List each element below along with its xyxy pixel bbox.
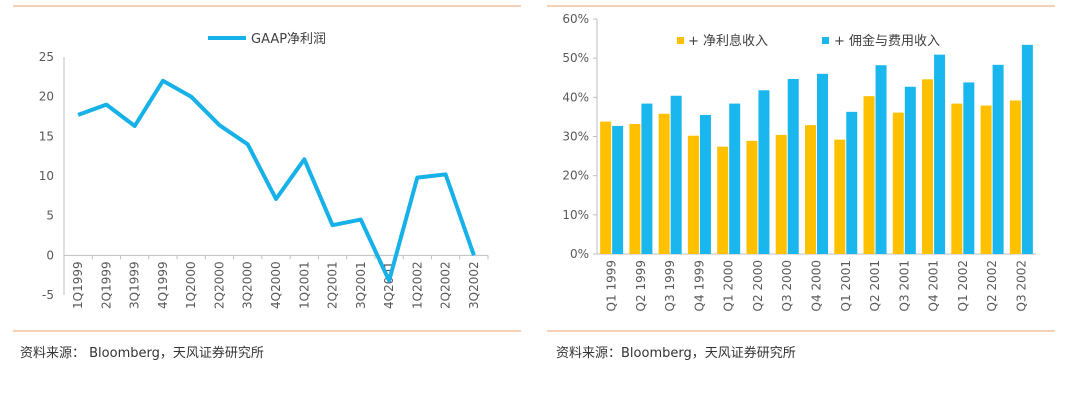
right-x-tick-label: Q1 2002	[956, 260, 970, 311]
right-x-tick-label: Q3 2002	[1014, 260, 1028, 311]
right-x-tick-label: Q2 2000	[751, 260, 765, 311]
right-bar-net-interest	[717, 146, 729, 254]
right-x-tick-label: Q2 1999	[634, 260, 648, 311]
right-bar-net-interest	[922, 79, 934, 254]
right-x-tick-label: Q3 2000	[780, 260, 794, 311]
left-x-tick-label: 3Q2000	[241, 261, 255, 309]
right-x-tick-label: Q4 2000	[810, 260, 824, 311]
right-x-tick-label: Q4 2001	[927, 260, 941, 311]
left-y-tick-label: 0	[46, 248, 54, 262]
right-bar-net-interest	[805, 125, 816, 255]
right-x-tick-label: Q1 2000	[722, 260, 736, 311]
left-y-tick-label: 10	[39, 169, 54, 183]
right-y-tick-label: 0%	[570, 247, 589, 261]
right-y-tick-label: 30%	[562, 130, 589, 144]
right-source-note: 资料来源：Bloomberg，天风证券研究所	[556, 346, 796, 361]
left-x-tick-label: 1Q1999	[71, 261, 85, 309]
right-bar-net-interest	[863, 96, 875, 255]
left-x-tick-label: 2Q1999	[99, 261, 113, 309]
right-bar-net-interest	[1009, 100, 1021, 254]
right-legend-label-fee: + 佣金与费用收入	[834, 33, 940, 49]
right-bar-fee	[699, 114, 711, 254]
right-bar-net-interest	[658, 113, 670, 255]
left-x-tick-label: 2Q2001	[326, 261, 340, 309]
right-bar-fee	[729, 103, 741, 254]
right-x-tick-label: Q3 1999	[663, 260, 677, 311]
right-bar-net-interest	[746, 140, 758, 254]
left-x-tick-label: 4Q1999	[156, 261, 170, 309]
right-y-tick-label: 40%	[562, 90, 589, 104]
right-bar-fee	[875, 65, 887, 254]
right-y-tick-label: 10%	[562, 208, 589, 222]
right-legend-swatch-fee	[822, 37, 829, 44]
right-x-tick-label: Q4 1999	[692, 260, 706, 311]
left-x-tick-label: 3Q2001	[354, 261, 368, 309]
right-bar-fee	[670, 95, 682, 255]
right-legend-swatch-net-interest	[677, 37, 684, 44]
left-line-chart: -5 0 5 10 15 20 25 1Q1999 2Q1999 3Q1999 4Q1999 1Q20…	[39, 32, 489, 309]
right-bar-fee	[612, 125, 624, 254]
left-x-tick-label: 3Q1999	[128, 261, 142, 309]
left-y-tick-label: -5	[42, 288, 54, 302]
right-x-tick-label: Q2 2001	[868, 260, 882, 311]
right-bar-chart: 0% 10% 20% 30% 40% 50% 60% Q1 1999 Q2 1999 Q3 199…	[562, 12, 1036, 311]
right-bar-fee	[758, 90, 770, 255]
right-bar-fee	[963, 82, 975, 254]
left-y-tick-label: 25	[39, 50, 54, 64]
right-bar-net-interest	[892, 112, 904, 254]
right-bar-fee	[846, 111, 858, 254]
left-y-tick-label: 15	[39, 129, 54, 143]
right-bar-fee	[904, 86, 916, 254]
left-x-tick-label: 1Q2000	[184, 261, 198, 309]
right-bar-net-interest	[600, 121, 612, 254]
right-bar-fee	[817, 73, 828, 254]
right-bar-net-interest	[629, 123, 641, 254]
right-legend-label-net-interest: + 净利息收入	[688, 33, 768, 49]
right-x-tick-label: Q1 2001	[839, 260, 853, 311]
right-bar-fee	[641, 103, 653, 254]
right-bar-fee	[1021, 44, 1033, 254]
left-y-tick-label: 20	[39, 90, 54, 104]
right-bar-net-interest	[980, 105, 992, 254]
right-x-tick-label: Q3 2001	[897, 260, 911, 311]
left-source-note: 资料来源： Bloomberg，天风证券研究所	[20, 346, 264, 361]
left-x-tick-label: 4Q2000	[269, 261, 283, 309]
left-x-tick-label: 1Q2001	[297, 261, 311, 309]
left-legend-label: GAAP净利润	[251, 32, 326, 47]
right-x-tick-label: Q2 2002	[985, 260, 999, 311]
right-bar-net-interest	[834, 139, 846, 254]
left-x-tick-label: 3Q2002	[467, 261, 481, 309]
right-y-tick-label: 20%	[562, 169, 589, 183]
left-x-tick-label: 2Q2002	[439, 261, 453, 309]
right-bar-net-interest	[687, 135, 699, 254]
right-bar-net-interest	[775, 134, 787, 254]
right-y-tick-label: 50%	[562, 51, 589, 65]
right-y-tick-label: 60%	[562, 12, 589, 26]
right-bar-fee	[992, 64, 1004, 254]
left-y-tick-label: 5	[46, 209, 54, 223]
right-x-tick-label: Q1 1999	[605, 260, 619, 311]
right-bar-fee	[934, 54, 946, 255]
right-bar-net-interest	[951, 103, 963, 254]
left-x-tick-label: 2Q2000	[212, 261, 226, 309]
right-bar-fee	[787, 78, 799, 254]
left-series-line	[77, 78, 476, 283]
left-x-tick-label: 1Q2002	[410, 261, 424, 309]
